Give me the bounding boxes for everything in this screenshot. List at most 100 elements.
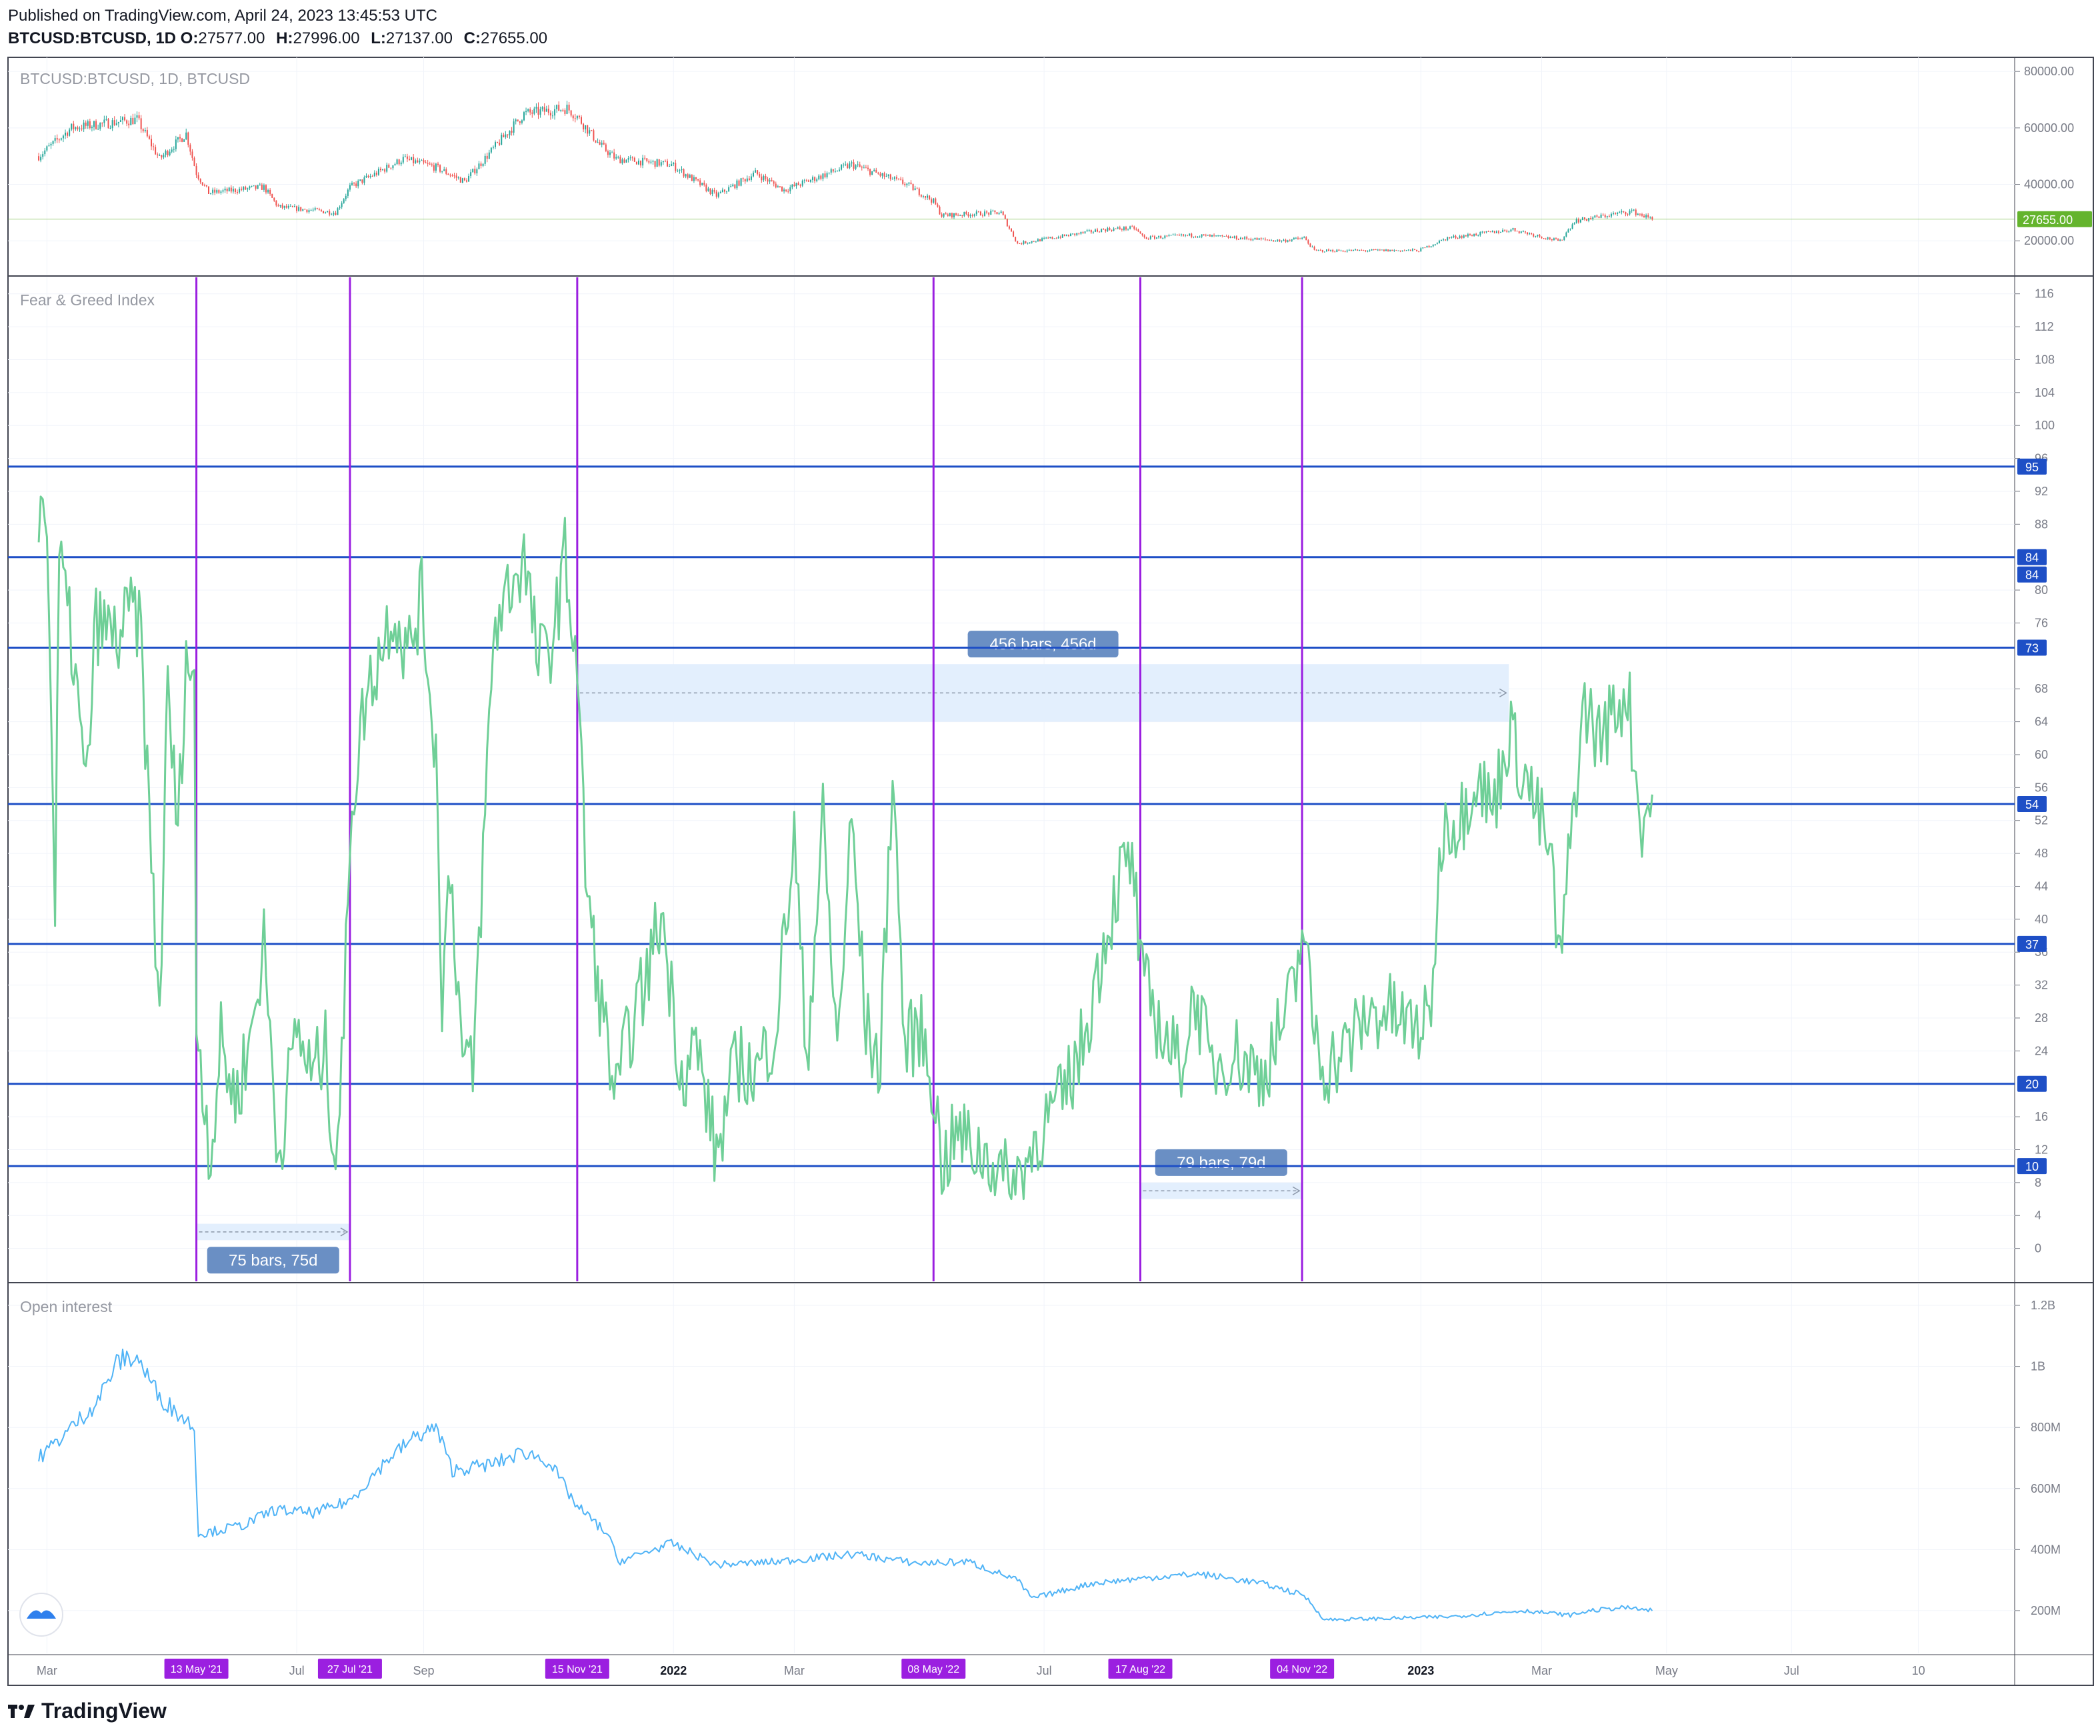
candle (302, 209, 304, 212)
candle-body (451, 175, 453, 177)
candle-body (613, 152, 615, 159)
candle (603, 140, 605, 145)
candle (585, 125, 587, 134)
candle (969, 213, 971, 219)
candle (1531, 232, 1533, 235)
candle-body (1305, 237, 1307, 241)
fg-tick-label: 104 (2035, 386, 2055, 399)
candle (511, 127, 513, 136)
candle-body (539, 109, 541, 115)
tradingview-footer[interactable]: TradingView (8, 1699, 167, 1723)
candle (253, 185, 255, 187)
candle-body (717, 193, 719, 197)
candle-body (417, 160, 419, 163)
candle-body (1149, 236, 1151, 239)
candle-body (1387, 249, 1389, 252)
candle-body (552, 115, 553, 117)
candle-body (1557, 239, 1559, 241)
candle-body (1506, 230, 1508, 232)
fg-tick-label: 8 (2035, 1176, 2041, 1189)
candle (869, 168, 871, 177)
fg-tick-label: 12 (2035, 1143, 2048, 1156)
candle-body (877, 173, 879, 174)
candle (1586, 218, 1588, 221)
candle (42, 151, 44, 160)
candle-body (799, 185, 801, 186)
candle (533, 106, 535, 116)
candle (1502, 228, 1504, 233)
candle-body (1133, 226, 1135, 229)
candle (1637, 213, 1639, 216)
candle-body (1512, 228, 1514, 230)
candle (71, 123, 73, 131)
candle (576, 115, 578, 121)
candle-body (1160, 235, 1162, 239)
candle-body (1323, 251, 1325, 253)
candle (1443, 238, 1445, 241)
candle (859, 161, 861, 168)
candle-body (724, 189, 725, 192)
candle (1365, 250, 1367, 253)
candle (545, 105, 547, 112)
candle-body (359, 179, 361, 181)
candle (1197, 235, 1199, 238)
candle-body (253, 185, 255, 187)
candle (1303, 235, 1305, 239)
candle (1092, 231, 1094, 234)
candle (1596, 214, 1598, 218)
candle (224, 186, 226, 193)
candle (425, 160, 427, 164)
candle (1387, 249, 1389, 252)
candle-body (927, 195, 929, 198)
candle-body (1555, 238, 1557, 239)
candle-body (60, 138, 62, 140)
date-badge (1270, 1659, 1335, 1679)
candle (724, 189, 725, 194)
candle (552, 111, 553, 119)
candle (1072, 233, 1074, 235)
candle (1187, 235, 1189, 237)
fear-greed-line (37, 495, 1653, 1201)
candle-body (371, 176, 373, 177)
candle-body (865, 167, 867, 169)
candle-body (230, 187, 232, 192)
candle (994, 210, 996, 215)
candle-body (1244, 237, 1246, 239)
level-badge (2017, 458, 2047, 475)
candle (679, 169, 681, 174)
candle-body (1504, 229, 1506, 231)
price-tick-label: 60000.00 (2024, 121, 2074, 135)
candle (889, 173, 891, 181)
candle (996, 212, 998, 215)
candle-body (165, 151, 167, 155)
candle (851, 160, 853, 167)
candle-body (167, 151, 169, 155)
candle-body (126, 120, 128, 124)
candle-body (1475, 233, 1477, 236)
candle-body (384, 169, 386, 172)
candle-body (1465, 235, 1467, 237)
measure-label-bg (207, 1247, 339, 1274)
candle-body (627, 157, 629, 160)
chart-frame (7, 57, 2094, 1686)
candle-body (556, 105, 558, 109)
candle (1350, 249, 1352, 251)
candle-body (62, 135, 64, 139)
candle (1260, 237, 1262, 241)
candle-body (1317, 249, 1319, 251)
candle (457, 176, 459, 180)
candle (1311, 245, 1313, 248)
candle-body (1502, 229, 1504, 232)
candle-body (249, 186, 251, 189)
candle (1090, 229, 1092, 234)
candle (89, 119, 91, 130)
candle-body (50, 143, 52, 146)
candle (677, 169, 679, 173)
candle-body (273, 197, 275, 201)
date-badge (1108, 1659, 1173, 1679)
candle-body (411, 157, 413, 160)
candle-body (429, 163, 431, 165)
candle (1209, 234, 1211, 237)
candle-body (761, 176, 763, 181)
